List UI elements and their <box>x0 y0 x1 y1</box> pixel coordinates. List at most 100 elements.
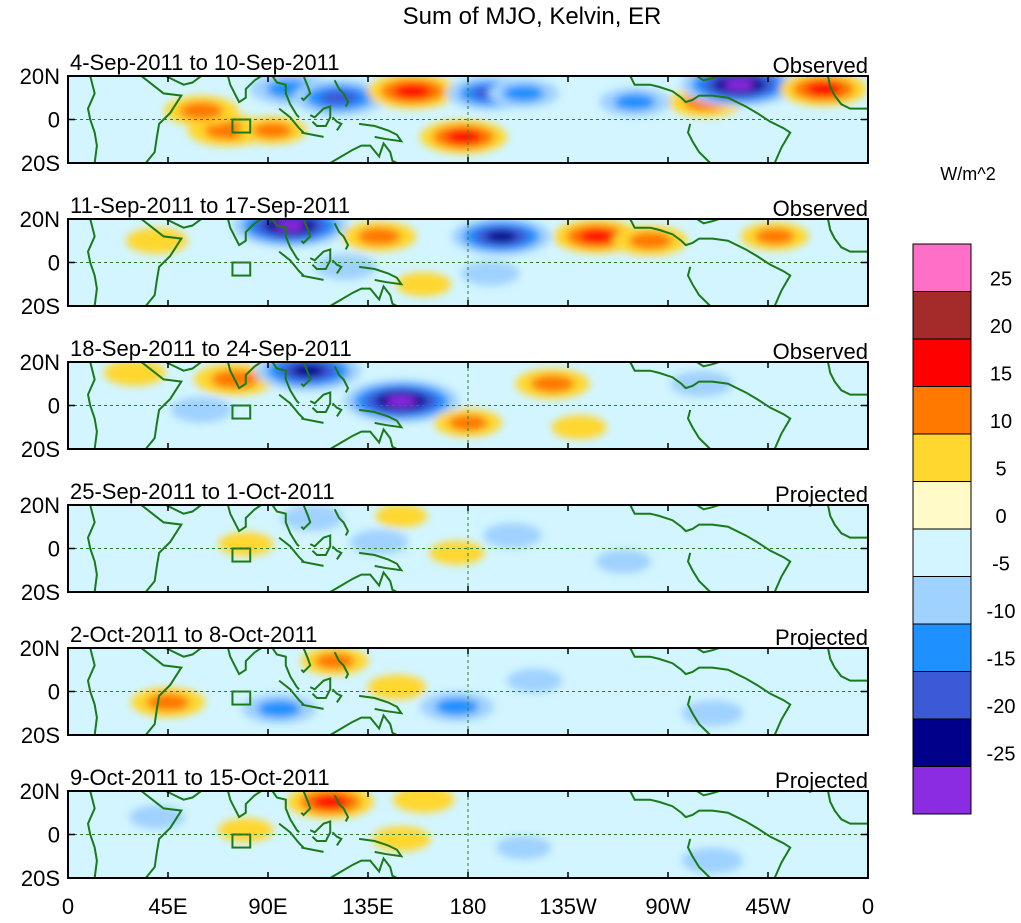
anomaly-contour <box>483 522 542 548</box>
anomaly-contour <box>613 93 656 111</box>
colorbar-segment <box>912 291 972 340</box>
anomaly-contour <box>805 82 842 97</box>
anomaly-contour <box>170 396 233 423</box>
coastlines <box>86 219 868 306</box>
y-tick-label: 0 <box>48 680 60 705</box>
coastline <box>300 791 312 817</box>
y-tick-label: 0 <box>48 823 60 848</box>
reference-box <box>231 833 252 849</box>
reference-box <box>231 690 252 706</box>
coastline <box>827 791 868 825</box>
coastline <box>86 219 98 306</box>
coastline <box>219 219 262 247</box>
coastline <box>219 76 262 104</box>
coastline <box>333 222 350 250</box>
anomaly-contour <box>367 674 427 700</box>
anomaly-contour <box>507 668 563 693</box>
anomaly-contour <box>218 532 274 557</box>
coastline <box>827 362 868 396</box>
coastline <box>278 822 305 849</box>
coastline <box>686 695 711 735</box>
anomaly-contour <box>461 260 520 286</box>
anomaly-contour <box>357 227 401 246</box>
anomaly-contour <box>551 415 607 440</box>
anomaly-contour <box>349 529 409 555</box>
anomaly-contour <box>218 818 274 843</box>
coastline <box>321 570 398 592</box>
y-tick-label: 20S <box>21 866 60 891</box>
anomaly-contour <box>395 272 452 297</box>
coastline <box>86 76 98 163</box>
anomaly-contour <box>252 122 293 139</box>
x-tick-label: 0 <box>862 894 874 919</box>
coastline <box>301 703 324 710</box>
coastline <box>278 250 305 277</box>
coastline <box>271 505 300 548</box>
coastline <box>309 105 332 128</box>
panel-status: Projected <box>775 482 868 507</box>
y-tick-label: 0 <box>48 394 60 419</box>
anomaly-contour <box>393 84 432 99</box>
coastline <box>358 265 404 286</box>
reference-box <box>231 404 252 420</box>
panel-period: 9-Oct-2011 to 15-Oct-2011 <box>70 765 330 790</box>
coastline <box>140 648 184 735</box>
colorbar-segment <box>912 338 972 387</box>
coastline <box>358 408 404 429</box>
y-tick-label: 20S <box>21 294 60 319</box>
anomaly-contour <box>595 549 652 574</box>
x-tick-label: 135E <box>342 894 393 919</box>
x-axis: 0 45E 90E 135E 180 135W 90W 45W 0 <box>62 894 874 919</box>
coastline <box>278 536 305 563</box>
map-panel: 20N 0 20S 2-Oct-2011 to 8-Oct-2011 Projected <box>20 622 869 748</box>
coastline <box>271 76 300 119</box>
colorbar-label: 20 <box>990 316 1012 338</box>
colorbar-label: -5 <box>992 554 1010 576</box>
coastline <box>358 122 404 143</box>
coastline <box>165 791 202 801</box>
y-tick-label: 20S <box>21 580 60 605</box>
anomaly-contour <box>485 230 518 243</box>
map-panel: 20N 0 20S 4-Sep-2011 to 10-Sep-2011 Observed <box>20 50 869 176</box>
y-tick-label: 20N <box>20 207 60 232</box>
coastline <box>300 362 312 388</box>
coastlines <box>86 505 868 592</box>
chart-title: Sum of MJO, Kelvin, ER <box>403 3 662 30</box>
coastlines <box>86 76 868 163</box>
colorbar-segment <box>912 623 972 672</box>
coastline <box>827 76 868 110</box>
anomaly-contour <box>204 121 252 140</box>
anomaly-contour <box>578 229 615 244</box>
coastline <box>271 791 300 834</box>
coastline <box>300 76 312 102</box>
panel-status: Observed <box>773 339 868 364</box>
coastline <box>271 362 300 405</box>
y-tick-label: 20S <box>21 151 60 176</box>
panel-status: Observed <box>773 196 868 221</box>
anomaly-contour <box>319 90 359 106</box>
coastline <box>300 648 312 674</box>
coastline <box>683 362 720 368</box>
coastline <box>333 794 350 822</box>
panel-period: 18-Sep-2011 to 24-Sep-2011 <box>70 336 352 361</box>
coastline <box>333 79 350 107</box>
anomaly-contour <box>495 835 552 860</box>
coastline <box>309 677 332 700</box>
coastline <box>219 648 262 676</box>
coastline <box>683 791 720 797</box>
anomaly-contour <box>386 395 417 407</box>
colorbar-label: -10 <box>987 601 1016 623</box>
x-tick-label: 135W <box>539 894 597 919</box>
map-panel: 20N 0 20S 9-Oct-2011 to 15-Oct-2011 Projecte… <box>20 765 869 891</box>
anomaly-contour <box>129 805 185 830</box>
y-tick-label: 20N <box>20 636 60 661</box>
coastline <box>333 651 350 679</box>
x-tick-label: 90E <box>248 894 287 919</box>
colorbar-segment <box>912 433 972 482</box>
anomaly-contour <box>628 232 672 250</box>
panel-period: 2-Oct-2011 to 8-Oct-2011 <box>70 622 317 647</box>
coastline <box>827 648 868 682</box>
coastline <box>300 219 312 245</box>
anomaly-contour <box>275 219 306 232</box>
